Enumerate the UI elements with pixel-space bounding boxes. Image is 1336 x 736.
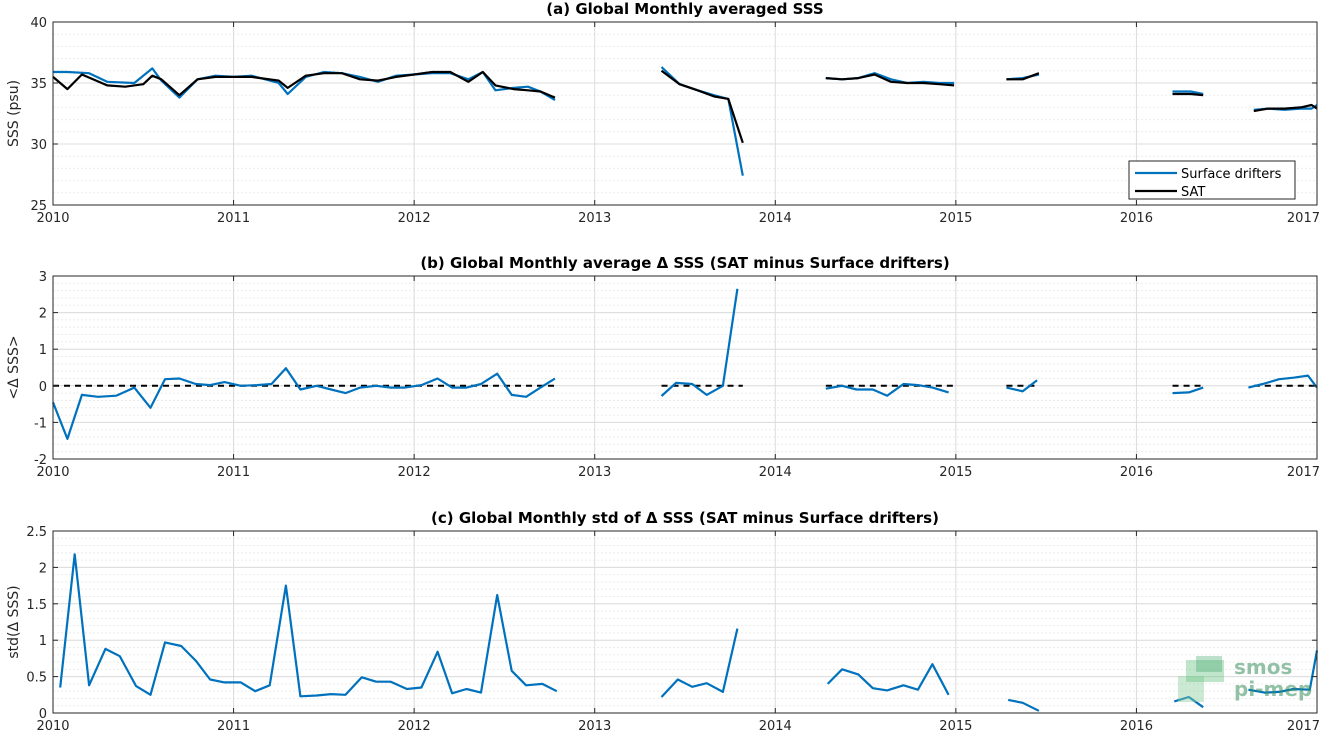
- y-tick-label: -2: [34, 453, 47, 468]
- x-tick-label: 2017: [1287, 719, 1320, 734]
- y-tick-label: 1: [39, 634, 47, 649]
- y-tick-label: 3: [39, 270, 47, 285]
- plot-frame: [52, 21, 1318, 206]
- series-delta-sss-line: [1172, 386, 1204, 395]
- x-tick-label: 2014: [759, 211, 792, 226]
- legend: Surface drifters SAT: [1128, 160, 1296, 200]
- panel-1: 2010 2011 2012 2013 2014 2015 2016 2017 25 30 35 40…: [6, 0, 1320, 226]
- series-delta-sss-line: [59, 553, 558, 698]
- x-tick-label: 2012: [398, 465, 431, 480]
- panel-3: 2010 2011 2012 2013 2014 2015 2016 2017 0 0.5 1 1.5…: [6, 509, 1320, 734]
- series-sat-line: [1172, 92, 1204, 97]
- plot-frame: [52, 530, 1318, 714]
- legend-box: [1128, 160, 1296, 200]
- x-tick-label: 2013: [578, 211, 611, 226]
- x-tick-label: 2010: [36, 211, 69, 226]
- x-tick-label: 2017: [1287, 465, 1320, 480]
- y-axis-label: SSS (psu): [6, 80, 22, 147]
- panel-2: 2010 2011 2012 2013 2014 2015 2016 2017 -2 -1 0 1 2 3…: [6, 254, 1320, 480]
- series-delta-sss-line: [51, 367, 556, 440]
- y-axis-label: <Δ SSS>: [6, 335, 22, 399]
- x-tick-label: 2016: [1120, 719, 1153, 734]
- series-delta-sss-line: [660, 628, 739, 698]
- logo-line-1: smos: [1234, 655, 1292, 679]
- logo-line-2: pi-mep: [1234, 677, 1312, 701]
- series-delta-sss-line: [1173, 695, 1204, 709]
- chart-title: (c) Global Monthly std of Δ SSS (SAT min…: [431, 509, 939, 527]
- x-tick-label: 2012: [398, 719, 431, 734]
- legend-entry: SAT: [1181, 185, 1205, 200]
- x-tick-label: 2011: [217, 719, 250, 734]
- y-tick-label: 2.5: [26, 525, 47, 540]
- y-tick-label: 0: [39, 707, 47, 722]
- y-tick-label: 1: [39, 343, 47, 358]
- x-tick-label: 2013: [578, 719, 611, 734]
- x-tick-label: 2015: [939, 211, 972, 226]
- y-tick-label: 1.5: [26, 598, 47, 613]
- plot-frame: [52, 275, 1318, 460]
- series-delta-sss-line: [1248, 374, 1318, 389]
- chart-title: (a) Global Monthly averaged SSS: [546, 0, 823, 18]
- x-tick-label: 2015: [939, 465, 972, 480]
- series-sat-line: [52, 70, 556, 99]
- y-tick-label: 35: [30, 77, 47, 92]
- y-tick-label: 2: [39, 561, 47, 576]
- series-delta-sss-line: [660, 288, 739, 397]
- series-delta-sss-line: [1007, 698, 1040, 712]
- y-tick-label: 30: [30, 138, 47, 153]
- x-tick-label: 2011: [217, 211, 250, 226]
- x-tick-label: 2016: [1120, 465, 1153, 480]
- series-surface-drifters-line: [1172, 90, 1204, 96]
- x-tick-label: 2010: [36, 465, 69, 480]
- y-tick-label: 25: [30, 199, 47, 214]
- series-sat-line: [1253, 103, 1318, 113]
- smos-pi-mep-logo: smos pi-mep: [1178, 655, 1312, 702]
- y-axis-label: std(Δ SSS): [6, 585, 22, 658]
- chart-title: (b) Global Monthly average Δ SSS (SAT mi…: [420, 254, 949, 272]
- series-delta-sss-line: [1006, 379, 1038, 393]
- y-tick-label: 2: [39, 307, 47, 322]
- y-tick-label: 0.5: [26, 671, 47, 686]
- y-tick-label: 40: [30, 16, 47, 31]
- x-tick-label: 2016: [1120, 211, 1153, 226]
- series-sat-line: [825, 73, 955, 87]
- y-tick-label: 0: [39, 380, 47, 395]
- series-sat-line: [1006, 72, 1040, 81]
- series-sat-line: [660, 69, 744, 144]
- x-tick-label: 2011: [217, 465, 250, 480]
- series-delta-sss-line: [1248, 650, 1319, 694]
- x-tick-label: 2014: [759, 465, 792, 480]
- x-tick-label: 2015: [939, 719, 972, 734]
- legend-entry: Surface drifters: [1181, 167, 1282, 182]
- x-tick-label: 2017: [1287, 211, 1320, 226]
- x-tick-label: 2013: [578, 465, 611, 480]
- x-tick-label: 2014: [759, 719, 792, 734]
- x-tick-label: 2010: [36, 719, 69, 734]
- series-delta-sss-line: [825, 382, 949, 397]
- x-tick-label: 2012: [398, 211, 431, 226]
- y-tick-label: -1: [34, 416, 47, 431]
- series-delta-sss-line: [826, 663, 950, 696]
